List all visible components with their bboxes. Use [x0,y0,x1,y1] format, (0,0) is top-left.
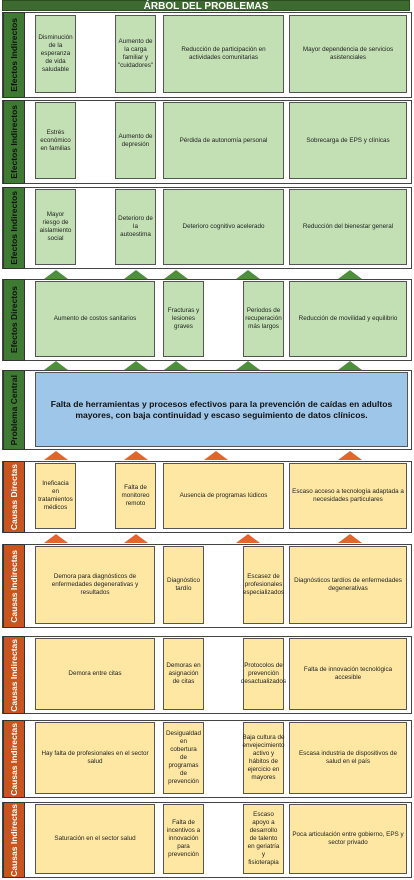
arrow-up-icon [236,534,260,543]
arrow-up-icon [124,534,148,543]
effect-box: Aumento de depresión [115,102,156,179]
indirect-cause-box: Falta de incentivos a innovación para pr… [163,804,204,874]
indirect-cause-box: Diagnóstico tardío [163,546,204,624]
arrow-up-icon [338,451,362,460]
arrow-up-icon [204,451,228,460]
indirect-cause-box: Diagnósticos tardíos de enfermedades deg… [289,546,407,624]
arrow-up-icon [44,451,68,460]
label-causas-indirectas-2: Causas Indirectas [3,636,25,714]
effect-box: Aumento de la carga familiar y "cuidador… [115,15,156,93]
label-causas-indirectas-3: Causas Indirectas [3,720,25,798]
label-causas-directas: Causas Directas [3,461,25,533]
indirect-cause-box: Escasa industria de dispositivos de salu… [289,722,407,794]
indirect-cause-box: Escasez de profesionales especializados [243,546,284,624]
direct-effect-box: Aumento de costos sanitarios [35,281,155,357]
effect-box: Deterioro de la autoestima [115,189,156,265]
arrow-up-icon [44,361,68,370]
arrow-up-icon [164,361,188,370]
indirect-cause-box: Desigualdad en cobertura de programas de… [163,722,204,794]
indirect-cause-box: Hay falta de profesionales en el sector … [35,722,155,794]
arrow-up-icon [236,361,260,370]
direct-cause-box: Ausencia de programas lúdicos [163,463,284,529]
arrow-up-icon [164,270,188,279]
effect-box: Mayor riesgo de aislamiento social [35,189,76,265]
direct-cause-box: Ineficacia en tratamientos médicos [35,463,76,529]
label-causas-indirectas-1: Causas Indirectas [3,544,25,628]
arrow-up-icon [338,270,362,279]
direct-cause-box: Falta de monitoreo remoto [115,463,156,529]
label-efectos-indirectos-2: Efectos Indirectos [3,100,25,184]
label-problema-central: Problema Central [3,370,25,450]
arrow-up-icon [44,534,68,543]
arrow-up-icon [124,451,148,460]
effect-box: Deterioro cognitivo acelerado [163,189,284,265]
effect-box: Estrés económico en familias [35,102,76,179]
effect-box: Reducción de participación en actividade… [163,15,284,93]
arrow-up-icon [338,534,362,543]
effect-box: Sobrecarga de EPS y clínicas [289,102,407,179]
indirect-cause-box: Demoras en asignación de citas [163,638,204,710]
indirect-cause-box: Falta de innovación tecnológica accesibl… [289,638,407,710]
effect-box: Pérdida de autonomía personal [163,102,284,179]
label-efectos-indirectos-1: Efectos Indirectos [3,12,25,98]
diagram-title: ÁRBOL DEL PROBLEMAS [2,0,410,12]
indirect-cause-box: Protocolos de prevención desactualizados [241,638,286,710]
indirect-cause-box: Poca articulación entre gobierno, EPS y … [289,804,407,874]
direct-effect-box: Fracturas y lesiones graves [163,281,204,357]
direct-effect-box: Reducción de movilidad y equilibrio [289,281,407,357]
label-causas-indirectas-4: Causas Indirectas [3,802,25,878]
direct-effect-box: Periodos de recuperación más largos [243,281,284,357]
arrow-up-icon [124,270,148,279]
indirect-cause-box: Escaso apoyo a desarrollo de talento en … [243,804,284,874]
effect-box: Reducción del bienestar general [289,189,407,265]
label-efectos-directos: Efectos Directos [3,279,25,361]
indirect-cause-box: Baja cultura de envejecimiento activo y … [243,722,285,794]
arrow-up-icon [124,361,148,370]
indirect-cause-box: Saturación en el sector salud [35,804,155,874]
arrow-up-icon [236,270,260,279]
indirect-cause-box: Demora para diagnósticos de enfermedades… [35,546,155,624]
central-problem-box: Falta de herramientas y procesos efectiv… [35,372,408,447]
label-efectos-indirectos-3: Efectos Indirectos [3,187,25,269]
arrow-up-icon [338,361,362,370]
arrow-up-icon [44,270,68,279]
direct-cause-box: Escaso acceso a tecnología adaptada a ne… [289,463,407,529]
effect-box: Mayor dependencia de servicios asistenci… [289,15,407,93]
effect-box: Disminución de la esperanza de vida salu… [35,15,76,93]
indirect-cause-box: Demora entre citas [35,638,155,710]
